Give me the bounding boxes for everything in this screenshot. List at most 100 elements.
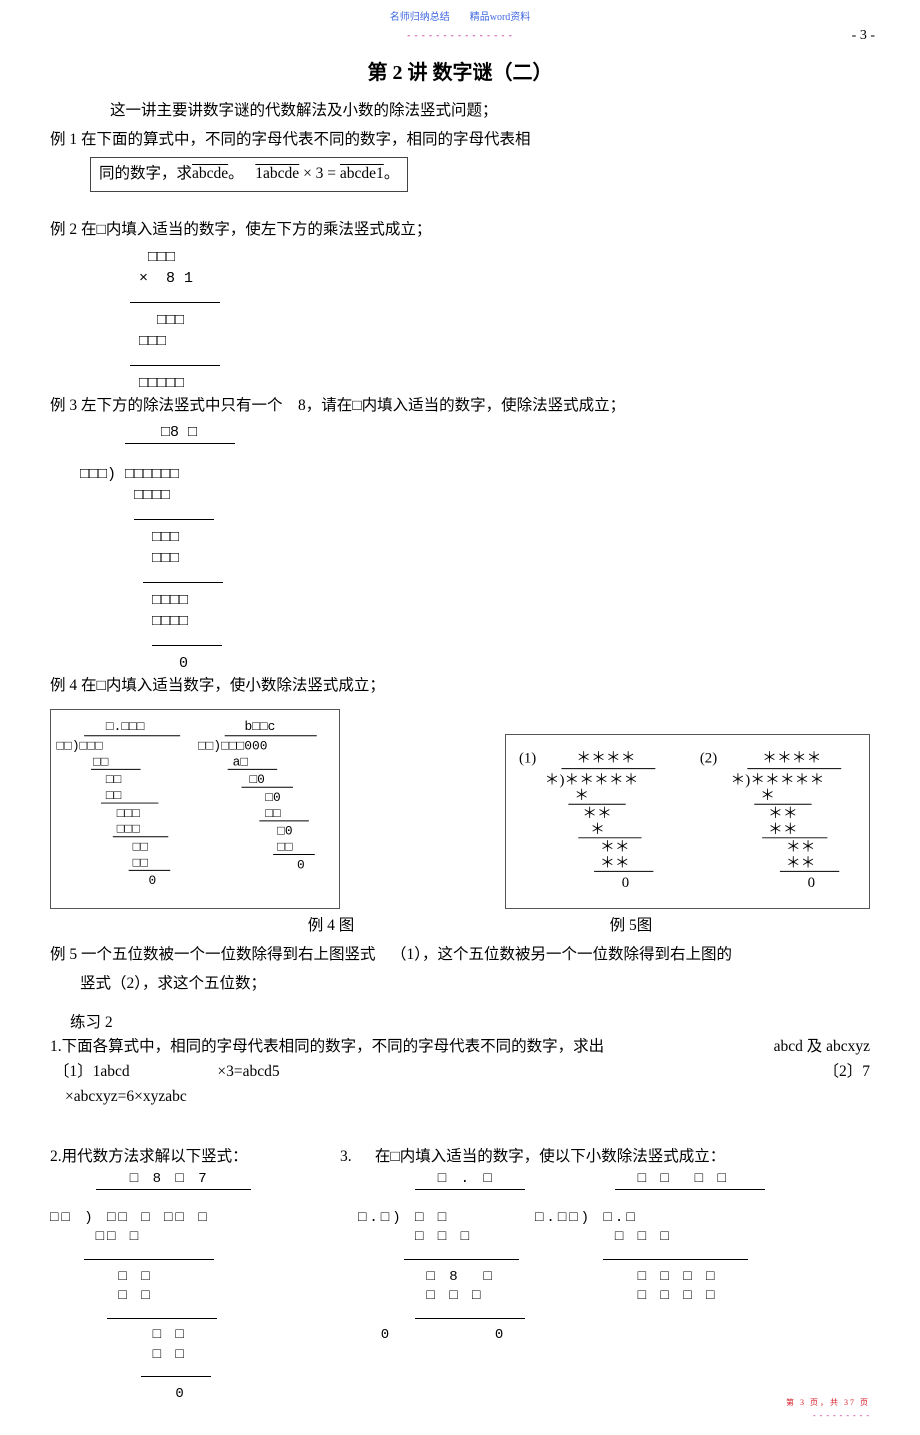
ex1-label: 例 1 xyxy=(50,131,77,148)
ex1-formula-right: abcde1 xyxy=(340,165,384,182)
svg-text:□□: □□ xyxy=(265,806,281,821)
svg-text:□.□□□: □.□□□ xyxy=(106,719,145,734)
svg-text:＊: ＊ xyxy=(574,788,589,804)
ex4-label: 例 4 xyxy=(50,677,77,694)
figure-captions: 例 4 图 例 5图 xyxy=(50,914,870,939)
svg-text:□□)□□□000: □□)□□□000 xyxy=(198,739,267,754)
q1-sub2-num: 〔2〕 xyxy=(823,1063,862,1080)
caption-left: 例 4 图 xyxy=(308,914,355,939)
svg-text:(2): (2) xyxy=(700,751,717,767)
svg-text:a□: a□ xyxy=(233,755,249,770)
svg-text:□□: □□ xyxy=(133,856,149,871)
ex1-formula-mid: × 3 = xyxy=(299,165,340,182)
exercise-q1-line2: ×abcxyz=6×xyzabc xyxy=(65,1085,870,1110)
page-title: 第 2 讲 数字谜（二） xyxy=(50,57,870,89)
example-5: 例 5 一个五位数被一个一位数除得到右上图竖式 （1），这个五位数被另一个一位数… xyxy=(50,943,870,968)
svg-text:＊＊＊＊: ＊＊＊＊ xyxy=(576,751,635,767)
q2-column: 2.用代数方法求解以下竖式： □ 8 □ 7 □□ ) □□ □ □□ □ □□… xyxy=(50,1145,320,1405)
q3-column: 3. 在□内填入适当的数字，使以下小数除法竖式成立： □ . □ □.□) □ … xyxy=(340,1145,870,1346)
ex5-figure-svg: (1) ＊＊＊＊ ＊)＊＊＊＊＊ ＊ ＊＊ ＊ ＊＊ ＊＊ 0 (2) ＊＊＊＊… xyxy=(505,734,870,909)
exercise-q1: 1.下面各算式中，相同的字母代表相同的数字，不同的字母代表不同的数字，求出 ab… xyxy=(50,1035,870,1060)
q3-text: 3. 在□内填入适当的数字，使以下小数除法竖式成立： xyxy=(340,1145,870,1170)
ex5-paren: （1） xyxy=(391,946,422,963)
svg-text:0: 0 xyxy=(148,873,156,888)
svg-text:□0: □0 xyxy=(277,824,292,839)
exercise-heading: 练习 2 xyxy=(70,1011,870,1036)
example-1: 例 1 在下面的算式中，不同的字母代表不同的数字，相同的字母代表相 xyxy=(50,128,870,153)
ex3-eight: 8 xyxy=(298,397,306,414)
q1-sub2-a: 7 xyxy=(862,1063,870,1080)
example-4: 例 4 在□内填入适当数字，使小数除法竖式成立； xyxy=(50,674,870,699)
svg-text:＊＊: ＊＊ xyxy=(600,856,630,872)
q1-sub1-b: ×3=abcd5 xyxy=(217,1063,279,1080)
footer: 第 3 页，共 37 页 - - - - - - - - - xyxy=(786,1397,870,1423)
ex1-period2: 。 xyxy=(384,165,400,182)
ex1-boxed-formula: 同的数字，求abcde。 1abcde × 3 = abcde1。 xyxy=(90,157,408,192)
ex5-text1: 一个五位数被一个一位数除得到右上图竖式 xyxy=(81,946,376,963)
q1-sub1-num: 〔1〕 xyxy=(54,1063,93,1080)
svg-text:(1): (1) xyxy=(519,751,536,767)
svg-text:＊)＊＊＊＊＊: ＊)＊＊＊＊＊ xyxy=(545,773,639,789)
header-watermark: 名师归纳总结 精品word资料 xyxy=(50,10,870,26)
svg-text:□□: □□ xyxy=(106,772,122,787)
example-2: 例 2 在□内填入适当的数字，使左下方的乘法竖式成立； xyxy=(50,218,870,243)
svg-text:＊: ＊ xyxy=(590,822,605,838)
ex1-formula-left: 1abcde xyxy=(255,165,299,182)
svg-text:b□□c: b□□c xyxy=(245,719,276,734)
ex5-text2: ，这个五位数被另一个一位数除得到右上图的 xyxy=(422,946,732,963)
q1-text: 1.下面各算式中，相同的字母代表相同的数字，不同的字母代表不同的数字，求出 xyxy=(50,1038,604,1055)
ex1-box-prefix: 同的数字，求 xyxy=(99,165,192,182)
q2-vertical: □ 8 □ 7 □□ ) □□ □ □□ □ □□ □ □ □ □ □ □ □ … xyxy=(50,1170,320,1405)
svg-text:＊＊: ＊＊ xyxy=(768,806,798,822)
ex1-text: 在下面的算式中，不同的字母代表不同的数字，相同的字母代表相 xyxy=(81,131,531,148)
q1-tail: abcd 及 abcxyz xyxy=(774,1035,870,1060)
svg-text:□□)□□□: □□)□□□ xyxy=(56,739,103,754)
svg-text:＊＊: ＊＊ xyxy=(786,856,816,872)
q3-verticals-row: □ . □ □.□) □ □ □ □ □ □ 8 □ □ □ □ 0 0 □ □… xyxy=(340,1170,870,1346)
svg-text:0: 0 xyxy=(808,875,815,891)
q3-a: 3. xyxy=(340,1148,352,1165)
ex5-label: 例 5 xyxy=(50,946,77,963)
svg-text:＊)＊＊＊＊＊: ＊)＊＊＊＊＊ xyxy=(731,773,825,789)
problem-row: 2.用代数方法求解以下竖式： □ 8 □ 7 □□ ) □□ □ □□ □ □□… xyxy=(50,1145,870,1405)
example-3: 例 3 左下方的除法竖式中只有一个 8，请在□内填入适当的数字，使除法竖式成立； xyxy=(50,394,870,419)
svg-text:0: 0 xyxy=(622,875,629,891)
svg-text:＊＊: ＊＊ xyxy=(600,840,630,856)
svg-text:＊＊: ＊＊ xyxy=(582,806,612,822)
q2-text: 2.用代数方法求解以下竖式： xyxy=(50,1145,320,1170)
q3-vertical-right: □ □ □ □ □.□□) □.□ □ □ □ □ □ □ □ □ □ □ □ xyxy=(535,1170,765,1346)
svg-text:□□: □□ xyxy=(133,840,149,855)
svg-text:＊＊: ＊＊ xyxy=(768,822,798,838)
ex3-text1: 左下方的除法竖式中只有一个 xyxy=(81,397,283,414)
q3-b: 在□内填入适当的数字，使以下小数除法竖式成立： xyxy=(375,1148,725,1165)
ex3-label: 例 3 xyxy=(50,397,77,414)
ex2-label: 例 2 xyxy=(50,221,77,238)
footer-text: 第 3 页，共 37 页 xyxy=(786,1397,870,1410)
ex3-text2: ，请在□内填入适当的数字，使除法竖式成立； xyxy=(306,397,625,414)
q3-vertical-left: □ . □ □.□) □ □ □ □ □ □ 8 □ □ □ □ 0 0 xyxy=(358,1170,525,1346)
svg-text:□□: □□ xyxy=(106,788,122,803)
intro-text: 这一讲主要讲数字谜的代数解法及小数的除法竖式问题； xyxy=(110,99,870,124)
figure-row: □.□□□ □□)□□□ □□ □□ □□ □□□ □□□ □□ □□ 0 b□… xyxy=(50,709,870,909)
caption-right: 例 5图 xyxy=(610,914,653,939)
ex2-text: 在□内填入适当的数字，使左下方的乘法竖式成立； xyxy=(81,221,431,238)
header-dashes: - - - - - - - - - - - - - - - xyxy=(50,28,870,42)
ex4-figure-svg: □.□□□ □□)□□□ □□ □□ □□ □□□ □□□ □□ □□ 0 b□… xyxy=(50,709,340,909)
svg-text:＊: ＊ xyxy=(760,788,775,804)
svg-text:□□□: □□□ xyxy=(117,822,140,837)
q1-sub1-a: 1abcd xyxy=(93,1063,130,1080)
svg-text:＊＊: ＊＊ xyxy=(786,840,816,856)
exercise-q1-subs: 〔1〕1abcd ×3=abcd5 〔2〕7 xyxy=(50,1060,870,1085)
ex1-period1: 。 xyxy=(228,165,244,182)
ex1-var: abcde xyxy=(192,165,228,182)
svg-text:＊＊＊＊: ＊＊＊＊ xyxy=(762,751,821,767)
svg-text:□□: □□ xyxy=(277,840,293,855)
ex4-text: 在□内填入适当数字，使小数除法竖式成立； xyxy=(81,677,385,694)
svg-text:□0: □0 xyxy=(249,772,264,787)
footer-dashes: - - - - - - - - - xyxy=(786,1410,870,1423)
svg-text:□□: □□ xyxy=(93,755,109,770)
page-number-top: - 3 - xyxy=(852,25,875,47)
svg-text:□0: □0 xyxy=(265,790,280,805)
ex3-vertical: □8 □ □□□) □□□□□□ □□□□ □□□ □□□ □□□□ □□□□ … xyxy=(80,422,870,674)
svg-text:□□□: □□□ xyxy=(117,806,140,821)
